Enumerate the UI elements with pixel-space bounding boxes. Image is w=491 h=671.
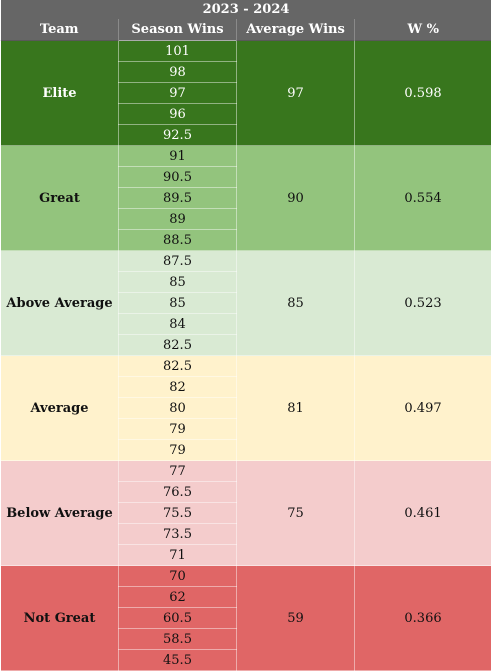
header-season-wins: Season Wins [118,19,237,41]
season-wins-cell: 79 [118,439,237,461]
table-row: 80 [1,397,491,419]
season-wins-cell: 90.5 [118,166,237,188]
season-wins-cell: 58.5 [118,628,237,650]
season-wins-cell: 97 [118,82,237,104]
tier-name: Great [0,145,119,251]
w-pct-cell: 0.497 [354,355,491,461]
tier-name: Above Average [0,250,119,356]
table-row: 85 [1,271,491,293]
table-row: 89.5 [1,187,491,209]
table-row: 71 [1,544,491,566]
table-row: 75.5 [1,502,491,524]
season-wins-cell: 76.5 [118,481,237,503]
table-row: 98 [1,61,491,83]
header-average-wins: Average Wins [236,19,355,41]
header-w-pct: W % [354,19,491,41]
w-pct-cell: 0.523 [354,250,491,356]
season-wins-cell: 84 [118,313,237,335]
table-row: 97 [1,82,491,104]
season-wins-cell: 45.5 [118,649,237,671]
header-team: Team [0,19,119,41]
season-wins-cell: 80 [118,397,237,419]
w-pct-cell: 0.598 [354,40,491,146]
season-wins-cell: 87.5 [118,250,237,272]
table-row: Not Great 70 59 0.366 [0,565,491,671]
table-row: Elite 101 97 0.598 [0,40,491,146]
average-wins-cell: 59 [236,565,355,671]
table-row: Above Average 87.5 85 0.523 [0,250,491,356]
tier-name: Average [0,355,119,461]
season-wins-cell: 89 [118,208,237,230]
table-row: Below Average 77 75 0.461 [0,460,491,566]
table-title: 2023 - 2024 [0,0,491,19]
table-row: 76.5 [1,481,491,503]
season-wins-cell: 101 [118,40,237,62]
season-wins-cell: 89.5 [118,187,237,209]
season-wins-cell: 98 [118,61,237,83]
table-row: 45.5 [1,649,491,671]
table-row: 79 [1,418,491,440]
table-row: 89 [1,208,491,230]
table-row: 82 [1,376,491,398]
season-wins-cell: 88.5 [118,229,237,251]
season-wins-cell: 71 [118,544,237,566]
season-wins-cell: 82.5 [118,334,237,356]
table-row: 96 [1,103,491,125]
season-wins-cell: 85 [118,271,237,293]
table-row: 73.5 [1,523,491,545]
average-wins-cell: 75 [236,460,355,566]
season-wins-cell: 92.5 [118,124,237,146]
season-wins-cell: 70 [118,565,237,587]
season-wins-cell: 85 [118,292,237,314]
table-row: 79 [1,439,491,461]
season-wins-cell: 62 [118,586,237,608]
season-wins-cell: 75.5 [118,502,237,524]
season-wins-cell: 77 [118,460,237,482]
table-row: 60.5 [1,607,491,629]
season-wins-cell: 79 [118,418,237,440]
table-row: Average 82.5 81 0.497 [0,355,491,461]
season-wins-cell: 73.5 [118,523,237,545]
w-pct-cell: 0.554 [354,145,491,251]
tier-name: Not Great [0,565,119,671]
season-wins-cell: 82 [118,376,237,398]
tier-name: Elite [0,40,119,146]
w-pct-cell: 0.461 [354,460,491,566]
season-wins-cell: 82.5 [118,355,237,377]
average-wins-cell: 85 [236,250,355,356]
table-row: 84 [1,313,491,335]
w-pct-cell: 0.366 [354,565,491,671]
average-wins-cell: 97 [236,40,355,146]
table-row: Great 91 90 0.554 [0,145,491,251]
table-row: 90.5 [1,166,491,188]
season-wins-cell: 96 [118,103,237,125]
season-wins-cell: 91 [118,145,237,167]
tier-name: Below Average [0,460,119,566]
season-wins-cell: 60.5 [118,607,237,629]
average-wins-cell: 90 [236,145,355,251]
average-wins-cell: 81 [236,355,355,461]
